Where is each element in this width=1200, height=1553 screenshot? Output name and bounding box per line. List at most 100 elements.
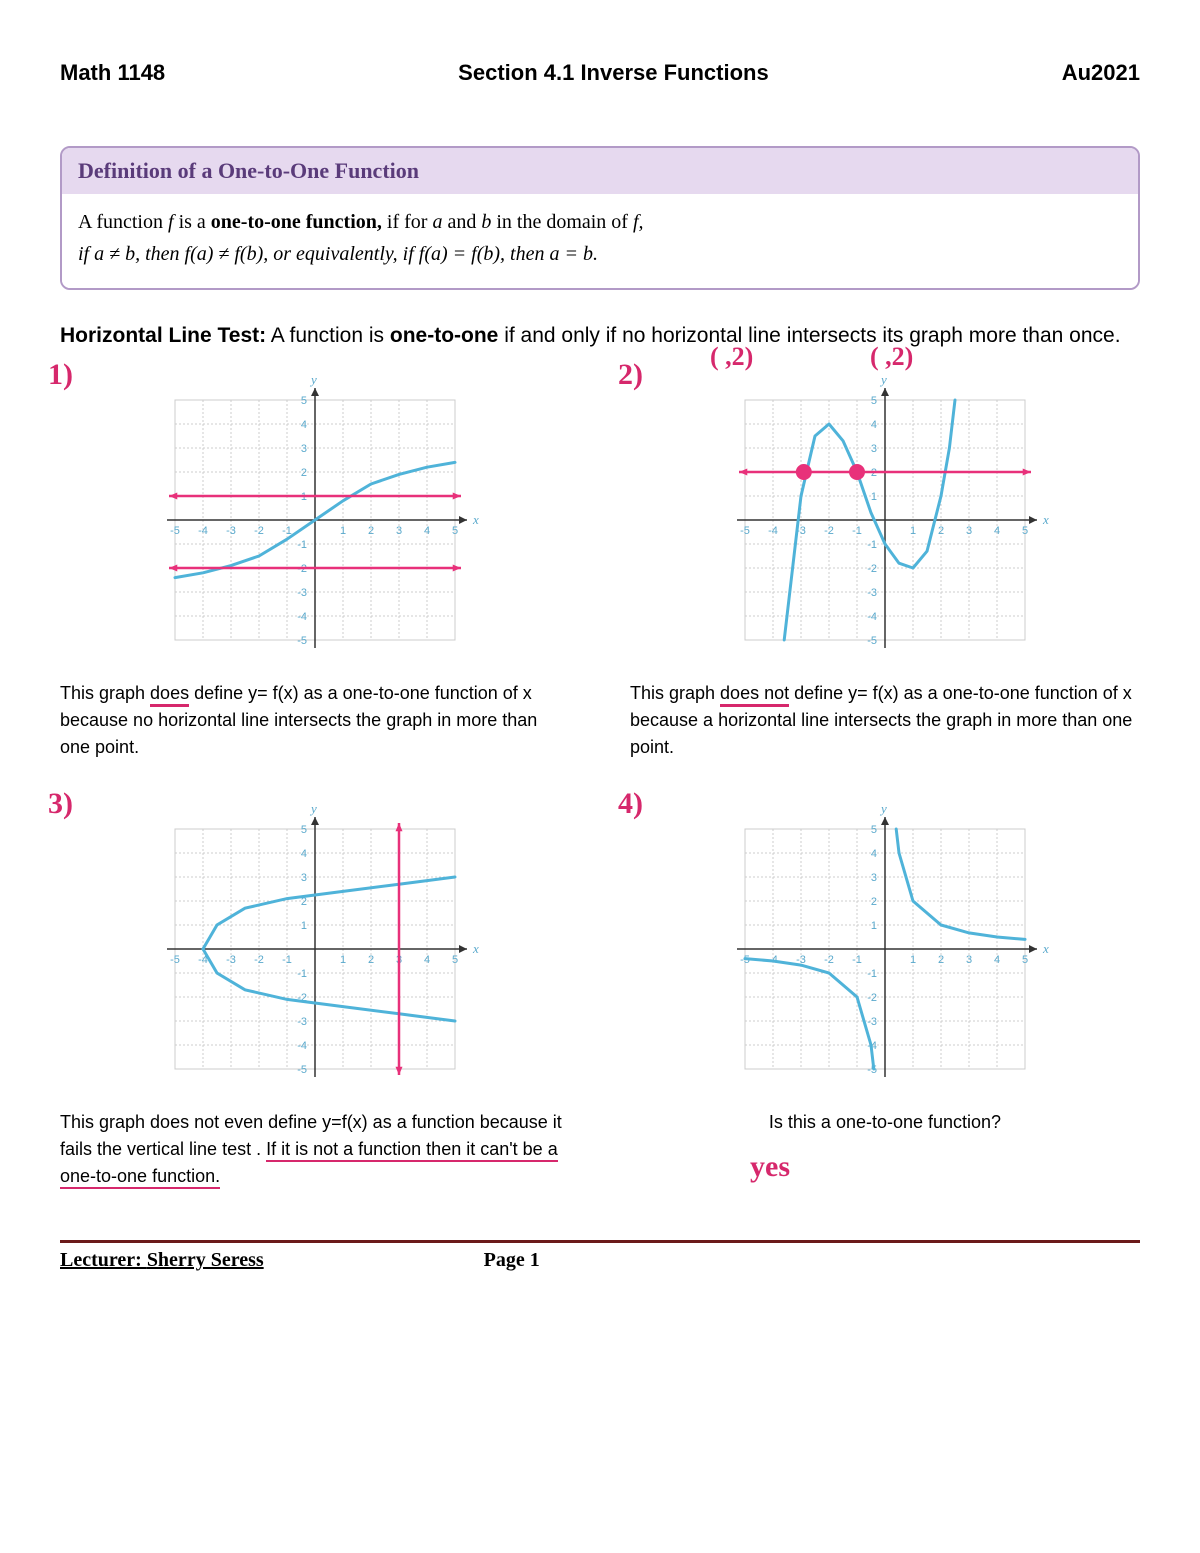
svg-text:-2: -2: [867, 992, 877, 1004]
svg-text:-5: -5: [740, 525, 750, 537]
svg-text:y: y: [879, 801, 887, 816]
svg-text:2: 2: [938, 954, 944, 966]
svg-text:-5: -5: [170, 525, 180, 537]
def-a: a: [432, 211, 442, 233]
cap-underline: does: [150, 683, 189, 707]
svg-text:-2: -2: [254, 954, 264, 966]
def-text: in the domain of: [491, 211, 633, 233]
svg-text:3: 3: [301, 443, 307, 455]
svg-text:4: 4: [994, 954, 1000, 966]
svg-text:5: 5: [301, 824, 307, 836]
def-b: b: [481, 211, 491, 233]
svg-text:x: x: [472, 512, 479, 527]
svg-text:4: 4: [301, 419, 307, 431]
def-text: is a: [174, 211, 211, 233]
hlt-text: if and only if no horizontal line inters…: [498, 324, 1120, 347]
svg-text:5: 5: [452, 954, 458, 966]
svg-text:-1: -1: [867, 539, 877, 551]
svg-text:1: 1: [910, 525, 916, 537]
def-text: and: [442, 211, 481, 233]
graph-3-number: 3): [48, 787, 73, 821]
svg-text:-1: -1: [282, 954, 292, 966]
svg-text:-3: -3: [297, 587, 307, 599]
svg-text:3: 3: [301, 872, 307, 884]
svg-text:-3: -3: [226, 525, 236, 537]
svg-text:4: 4: [301, 848, 307, 860]
svg-text:-4: -4: [198, 525, 208, 537]
svg-text:x: x: [472, 941, 479, 956]
svg-text:-5: -5: [297, 635, 307, 647]
svg-text:3: 3: [871, 443, 877, 455]
definition-box: Definition of a One-to-One Function A fu…: [60, 146, 1140, 290]
graph-1-cell: 1) -5-4-3-2-112345-5-4-3-2-112345xy This…: [60, 362, 570, 761]
graph-2-cell: 2) ( ,2) ( ,2) -5-4-3-2-112345-5-4-3-2-1…: [630, 362, 1140, 761]
svg-text:1: 1: [301, 920, 307, 932]
svg-text:2: 2: [368, 954, 374, 966]
svg-text:-3: -3: [867, 587, 877, 599]
svg-text:3: 3: [396, 525, 402, 537]
svg-text:-4: -4: [768, 525, 778, 537]
def-text: if for: [382, 211, 433, 233]
svg-text:-2: -2: [867, 563, 877, 575]
lecturer-label: Lecturer: Sherry Seress: [60, 1249, 264, 1272]
horizontal-line-test: Horizontal Line Test: A function is one-…: [60, 320, 1140, 352]
svg-text:-1: -1: [852, 954, 862, 966]
svg-text:1: 1: [871, 920, 877, 932]
svg-text:-2: -2: [824, 525, 834, 537]
svg-text:y: y: [309, 372, 317, 387]
svg-text:-5: -5: [297, 1064, 307, 1076]
def-f2: f,: [633, 211, 644, 233]
svg-text:-2: -2: [824, 954, 834, 966]
svg-text:3: 3: [966, 525, 972, 537]
svg-text:-5: -5: [867, 635, 877, 647]
graph-4-cell: 4) -5-4-3-2-112345-5-4-3-2-112345xy Is t…: [630, 791, 1140, 1190]
graph-4-svg: -5-4-3-2-112345-5-4-3-2-112345xy: [715, 799, 1055, 1099]
graphs-grid: 1) -5-4-3-2-112345-5-4-3-2-112345xy This…: [60, 362, 1140, 1190]
graph-4-caption: Is this a one-to-one function?: [630, 1109, 1140, 1136]
svg-text:-3: -3: [867, 1016, 877, 1028]
svg-text:-1: -1: [297, 968, 307, 980]
cap-text: This graph: [630, 683, 720, 703]
lect-name: Sherry Seress: [147, 1249, 264, 1271]
hlt-bold: one-to-one: [390, 324, 498, 347]
graph-4-number: 4): [618, 787, 643, 821]
svg-text:2: 2: [871, 896, 877, 908]
page-number: Page 1: [484, 1249, 540, 1272]
svg-text:-1: -1: [297, 539, 307, 551]
svg-text:1: 1: [340, 525, 346, 537]
definition-title: Definition of a One-to-One Function: [62, 148, 1138, 194]
def-text: A function: [78, 211, 168, 233]
course-code: Math 1148: [60, 60, 165, 86]
svg-text:2: 2: [938, 525, 944, 537]
svg-text:4: 4: [424, 954, 430, 966]
svg-text:x: x: [1042, 512, 1049, 527]
svg-text:1: 1: [871, 491, 877, 503]
svg-text:5: 5: [871, 395, 877, 407]
page-header: Math 1148 Section 4.1 Inverse Functions …: [60, 60, 1140, 86]
cap-underline: does not: [720, 683, 789, 707]
svg-text:-4: -4: [297, 611, 307, 623]
svg-text:-3: -3: [226, 954, 236, 966]
graph-1-caption: This graph does define y= f(x) as a one-…: [60, 680, 570, 761]
graph-2-svg: -5-4-3-2-112345-5-4-3-2-112345xy: [715, 370, 1055, 670]
svg-text:5: 5: [1022, 525, 1028, 537]
svg-text:5: 5: [871, 824, 877, 836]
svg-text:5: 5: [301, 395, 307, 407]
svg-text:-4: -4: [297, 1040, 307, 1052]
svg-text:3: 3: [966, 954, 972, 966]
lect-lbl: Lecturer:: [60, 1249, 147, 1271]
graph-3-cell: 3) -5-4-3-2-112345-5-4-3-2-112345xy This…: [60, 791, 570, 1190]
svg-text:5: 5: [1022, 954, 1028, 966]
svg-text:4: 4: [871, 848, 877, 860]
svg-text:x: x: [1042, 941, 1049, 956]
graph-1-svg: -5-4-3-2-112345-5-4-3-2-112345xy: [145, 370, 485, 670]
hlt-label: Horizontal Line Test:: [60, 324, 266, 347]
graph-4-answer: yes: [750, 1150, 1140, 1184]
svg-text:3: 3: [871, 872, 877, 884]
svg-text:y: y: [879, 372, 887, 387]
svg-text:-1: -1: [867, 968, 877, 980]
graph-1-number: 1): [48, 358, 73, 392]
graph-2-number: 2): [618, 358, 643, 392]
svg-text:2: 2: [368, 525, 374, 537]
definition-body: A function f is a one-to-one function, i…: [62, 194, 1138, 288]
